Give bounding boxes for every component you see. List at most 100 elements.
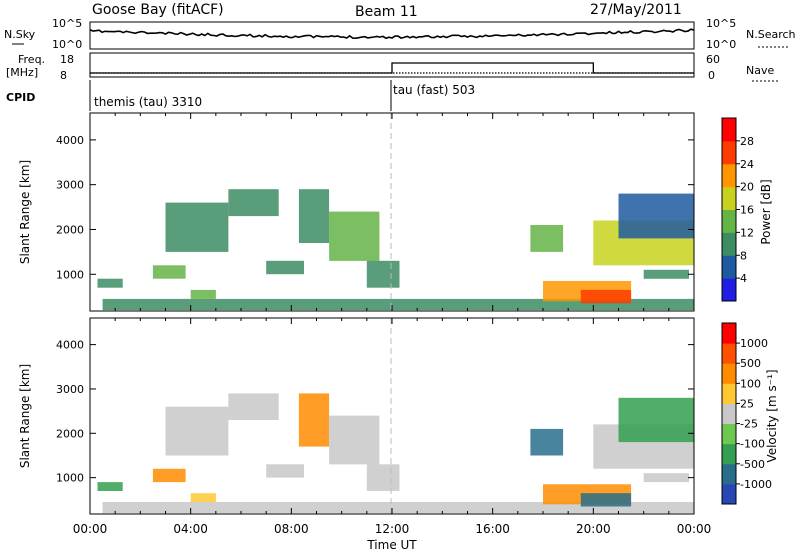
colorbar-swatch — [722, 343, 736, 364]
echo-region — [530, 225, 564, 252]
power-colorbar: 28 24 20 16 12 8 4 — [721, 117, 754, 302]
station-title: Goose Bay (fitACF) — [92, 2, 224, 18]
colorbar-tick-label: -1000 — [740, 478, 772, 491]
power-y-axis: 1000 2000 3000 4000 — [56, 134, 694, 281]
echo-region — [228, 189, 279, 217]
colorbar-tick-label: 100 — [740, 377, 761, 390]
nsky-label: N.Sky — [4, 28, 36, 41]
echo-region — [366, 260, 400, 288]
colorbar-swatch — [722, 232, 736, 256]
power-x-ticks — [89, 113, 695, 311]
colorbar-tick-label: 20 — [740, 181, 754, 194]
y-tick-label: 2000 — [56, 427, 84, 440]
velocity-colorbar: 1000 500 100 25 -25 -100 -500 -1000 — [721, 322, 772, 505]
echo-region — [580, 289, 632, 304]
x-tick-label: 04:00 — [173, 522, 208, 536]
echo-region — [329, 415, 380, 465]
x-tick-label: 16:00 — [475, 522, 510, 536]
colorbar-tick-label: -500 — [740, 458, 765, 471]
velocity-colorbar-label: Velocity [m s⁻¹] — [765, 369, 779, 462]
colorbar-swatch — [722, 118, 736, 142]
colorbar-swatch — [722, 483, 736, 505]
freq-panel: Freq. [MHz] 18 8 60 0 Nave — [6, 52, 780, 82]
nsky-tick-bottom: 10^0 — [52, 38, 82, 51]
colorbar-tick-label: 4 — [740, 272, 747, 285]
colorbar-swatch — [722, 209, 736, 233]
echo-region — [530, 428, 564, 456]
colorbar-swatch — [722, 278, 736, 302]
colorbar-tick-label: 28 — [740, 135, 754, 148]
freq-line — [90, 62, 694, 74]
time-axis-label: Time UT — [366, 538, 417, 552]
nave-tick-bottom: 0 — [708, 69, 715, 82]
date-title: 27/May/2011 — [590, 2, 682, 18]
echo-region — [618, 397, 694, 443]
colorbar-swatch — [722, 403, 736, 424]
nsearch-tick-bottom: 10^0 — [706, 38, 736, 51]
colorbar-swatch — [722, 163, 736, 188]
velocity-y-axis: 1000 2000 3000 4000 — [56, 339, 694, 485]
echo-region — [618, 193, 694, 239]
y-tick-label: 1000 — [56, 472, 84, 485]
colorbar-swatch — [722, 323, 736, 344]
echo-region — [298, 393, 330, 447]
colorbar-tick-label: 1000 — [740, 337, 768, 350]
echo-region — [190, 493, 216, 503]
echo-region — [152, 468, 186, 483]
nave-tick-top: 60 — [706, 53, 720, 66]
echo-region — [266, 464, 304, 478]
beam-title: Beam 11 — [355, 4, 418, 20]
power-ylabel: Slant Range [km] — [18, 160, 32, 264]
colorbar-swatch — [722, 140, 736, 165]
echo-region — [102, 502, 695, 514]
echo-region — [643, 473, 689, 483]
y-tick-label: 4000 — [56, 339, 84, 352]
x-tick-label: 00:00 — [73, 522, 108, 536]
colorbar-tick-label: 24 — [740, 158, 754, 171]
nave-label: Nave — [746, 64, 774, 77]
colorbar-tick-label: 12 — [740, 226, 754, 239]
colorbar-tick-label: 25 — [740, 397, 754, 410]
echo-region — [329, 211, 380, 261]
echo-region — [165, 202, 229, 252]
power-panel: 1000 2000 3000 4000 Slant Range [km] 28 24 20… — [18, 112, 773, 312]
freq-tick-bottom: 8 — [60, 69, 67, 82]
echo-region — [366, 464, 400, 491]
freq-label: Freq. — [18, 53, 45, 66]
nsky-tick-top: 10^5 — [52, 17, 82, 30]
colorbar-swatch — [722, 463, 736, 485]
colorbar-swatch — [722, 423, 736, 445]
colorbar-swatch — [722, 363, 736, 384]
power-colorbar-label: Power [dB] — [759, 179, 773, 244]
echo-region — [152, 265, 186, 279]
cpid-panel: CPID themis (tau) 3310 tau (fast) 503 — [6, 80, 475, 111]
echo-region — [190, 289, 216, 299]
echo-region — [643, 269, 689, 279]
x-tick-label: 08:00 — [274, 522, 309, 536]
colorbar-swatch — [722, 186, 736, 210]
power-heatmap — [97, 189, 695, 311]
y-tick-label: 3000 — [56, 383, 84, 396]
y-tick-label: 1000 — [56, 268, 84, 281]
freq-unit-label: [MHz] — [6, 66, 38, 79]
echo-region — [580, 493, 632, 507]
y-tick-label: 3000 — [56, 179, 84, 192]
nsky-line — [89, 28, 695, 40]
nsearch-tick-top: 10^5 — [706, 17, 736, 30]
colorbar-swatch — [722, 383, 736, 404]
nsky-panel: N.Sky 10^5 10^0 10^5 10^0 N.Search — [4, 17, 796, 51]
colorbar-tick-label: 8 — [740, 249, 747, 262]
x-tick-label: 00:00 — [677, 522, 712, 536]
echo-region — [228, 393, 279, 420]
x-tick-label: 12:00 — [375, 522, 410, 536]
echo-region — [165, 406, 229, 456]
cpid-label: CPID — [6, 91, 35, 104]
colorbar-tick-label: -100 — [740, 438, 765, 451]
cpid-segment-2: tau (fast) 503 — [393, 83, 475, 97]
echo-region — [102, 298, 695, 311]
colorbar-tick-label: 16 — [740, 204, 754, 217]
velocity-heatmap — [97, 393, 695, 514]
echo-region — [266, 260, 304, 275]
